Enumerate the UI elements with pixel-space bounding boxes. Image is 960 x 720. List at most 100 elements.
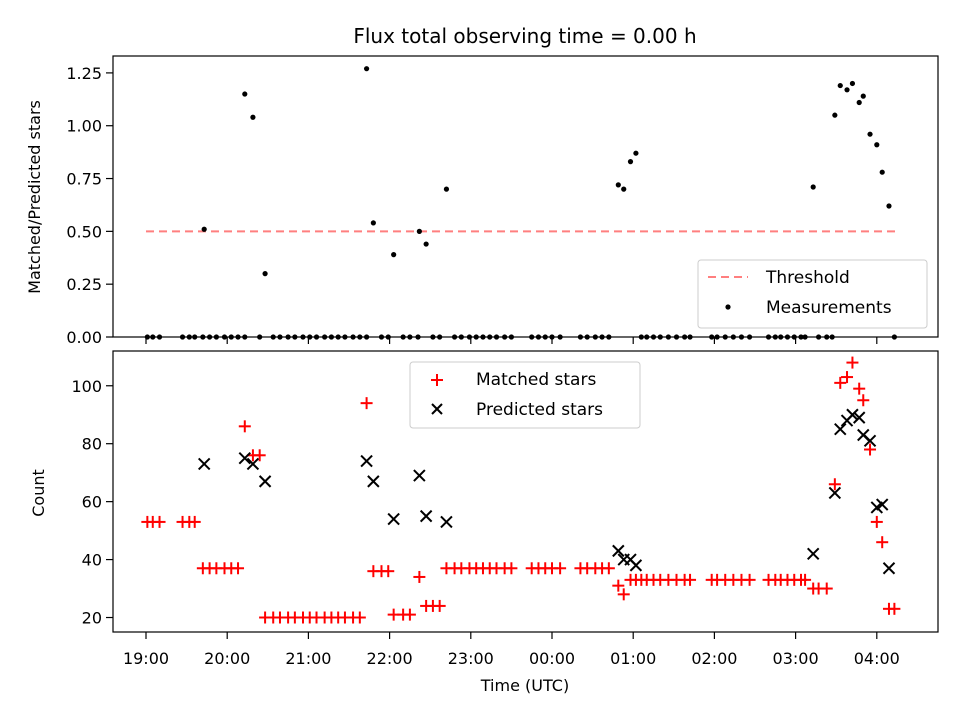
x-tick-label: 01:00 <box>610 649 656 668</box>
measurement-point <box>262 271 268 277</box>
measurement-point <box>886 203 892 209</box>
matched-star-point <box>864 443 877 456</box>
matched-star-point <box>743 573 756 586</box>
predicted-star-point <box>387 512 400 526</box>
measurement-point <box>879 169 885 175</box>
predicted-star-point <box>834 423 847 436</box>
predicted-star-stroke <box>876 498 889 511</box>
measurement-point <box>443 186 450 192</box>
measurement-point <box>201 226 207 232</box>
matched-star-point <box>554 562 567 575</box>
matched-star-point <box>353 611 366 624</box>
measurement-point <box>837 82 843 89</box>
predicted-star-point <box>846 408 859 421</box>
matched-star-point <box>253 449 266 462</box>
top-legend: Threshold Measurements <box>697 259 928 329</box>
matched-star-point <box>820 582 833 595</box>
matched-star-point <box>433 599 446 612</box>
x-tick-label: 19:00 <box>123 649 169 668</box>
measurement-point <box>363 66 370 72</box>
matched-star-point <box>870 515 883 528</box>
measurement-point <box>242 91 248 97</box>
legend-predicted-label: Predicted stars <box>476 400 603 420</box>
top-axes: Flux total observing time = 0.00 h Match… <box>25 24 939 347</box>
bottom-y-tick-label: 60 <box>82 493 102 512</box>
predicted-star-point <box>629 559 643 572</box>
measurement-point <box>370 220 376 226</box>
predicted-star-stroke <box>197 457 211 471</box>
predicted-star-point <box>612 544 625 558</box>
predicted-star-stroke <box>258 475 272 488</box>
predicted-star-stroke <box>828 486 842 500</box>
predicted-star-point <box>852 411 866 424</box>
legend-threshold-label: Threshold <box>765 268 850 288</box>
top-y-axis-label: Matched/Predicted stars <box>25 100 44 294</box>
legend-measurements-label: Measurements <box>766 298 892 318</box>
predicted-star-point <box>806 547 820 560</box>
top-y-tick-label: 0.50 <box>66 222 102 241</box>
measurement-point <box>874 142 880 148</box>
top-plot-frame <box>112 55 939 338</box>
matched-star-point <box>505 562 518 575</box>
predicted-star-point <box>367 475 380 488</box>
bottom-ticks: 20 40 60 80 100 19:00 20:00 21:00 22:00 23:00 00:0… <box>71 377 899 668</box>
matched-star-point <box>876 536 889 549</box>
top-legend-box <box>697 259 928 329</box>
measurement-point <box>250 114 256 120</box>
predicted-star-stroke <box>387 512 400 526</box>
bottom-y-tick-label: 20 <box>82 609 102 628</box>
matched-star-point <box>799 573 812 586</box>
measurement-point <box>627 159 634 165</box>
predicted-star-stroke <box>419 509 433 523</box>
measurement-point <box>856 99 862 106</box>
predicted-star-stroke <box>238 451 252 465</box>
predicted-star-stroke <box>857 428 870 442</box>
measurement-point <box>633 150 639 156</box>
x-tick-label: 00:00 <box>529 649 575 668</box>
predicted-star-stroke <box>360 454 373 468</box>
predicted-star-stroke <box>624 553 637 566</box>
predicted-star-point <box>882 562 896 575</box>
measurement-point <box>860 93 866 99</box>
matched-star-point <box>403 608 416 621</box>
legend-predicted-swatch <box>431 403 443 415</box>
count-points <box>141 356 901 624</box>
predicted-star-point <box>440 515 453 529</box>
top-y-tick-label: 0.25 <box>66 275 102 294</box>
matched-star-point <box>413 570 426 583</box>
predicted-star-stroke <box>846 408 859 421</box>
predicted-star-point <box>413 469 426 482</box>
measurement-point <box>621 186 627 192</box>
bottom-legend: Matched stars Predicted stars <box>409 361 641 429</box>
measurement-point <box>391 252 397 258</box>
x-tick-label: 23:00 <box>448 649 494 668</box>
matched-star-point <box>153 515 166 528</box>
x-axis-label: Time (UTC) <box>480 676 569 695</box>
measurement-point <box>844 87 850 93</box>
predicted-star-point <box>828 486 842 500</box>
measurement-point <box>423 241 429 247</box>
predicted-star-stroke <box>806 547 820 560</box>
matched-star-point <box>841 371 854 384</box>
predicted-star-point <box>876 498 889 511</box>
matched-star-point <box>617 588 630 601</box>
measurement-point <box>832 112 838 118</box>
predicted-star-stroke <box>863 434 877 448</box>
predicted-star-stroke <box>882 562 896 575</box>
legend-matched-label: Matched stars <box>476 370 596 390</box>
matched-star-point <box>888 602 901 615</box>
matched-star-point <box>612 579 625 592</box>
predicted-star-point <box>863 434 877 448</box>
predicted-star-point <box>238 451 252 465</box>
matched-star-point <box>857 394 870 407</box>
predicted-star-stroke <box>413 469 426 482</box>
predicted-star-point <box>360 454 373 468</box>
top-y-tick-label: 1.00 <box>66 117 102 136</box>
x-tick-label: 03:00 <box>773 649 819 668</box>
bottom-y-tick-label: 100 <box>71 377 102 396</box>
predicted-star-stroke <box>612 544 625 558</box>
matched-star-point <box>834 376 847 389</box>
matched-star-point <box>360 397 373 410</box>
bottom-y-axis-label: Count <box>29 469 48 517</box>
